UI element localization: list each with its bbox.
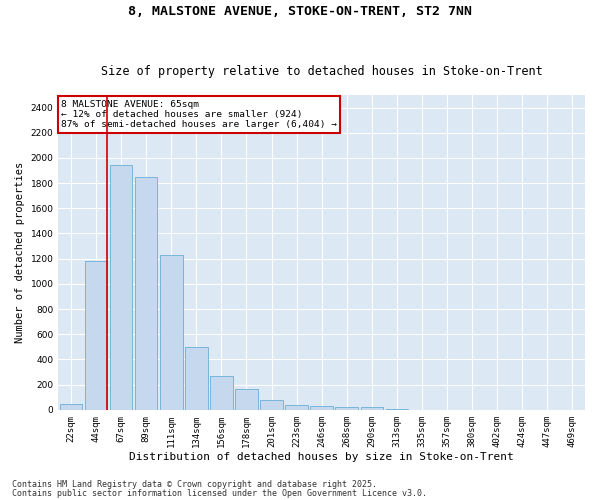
Text: Contains HM Land Registry data © Crown copyright and database right 2025.: Contains HM Land Registry data © Crown c… xyxy=(12,480,377,489)
Bar xyxy=(59,404,82,410)
Bar xyxy=(286,405,308,410)
Bar xyxy=(185,347,208,410)
Bar xyxy=(210,376,233,410)
Title: Size of property relative to detached houses in Stoke-on-Trent: Size of property relative to detached ho… xyxy=(101,66,542,78)
Y-axis label: Number of detached properties: Number of detached properties xyxy=(15,162,25,343)
Text: Contains public sector information licensed under the Open Government Licence v3: Contains public sector information licen… xyxy=(12,488,427,498)
Bar xyxy=(135,177,157,410)
Bar xyxy=(386,409,408,410)
Bar xyxy=(310,406,333,410)
Bar xyxy=(260,400,283,410)
Bar xyxy=(110,166,133,410)
Bar xyxy=(160,255,182,410)
Bar xyxy=(85,261,107,410)
Bar xyxy=(235,389,258,410)
X-axis label: Distribution of detached houses by size in Stoke-on-Trent: Distribution of detached houses by size … xyxy=(130,452,514,462)
Bar xyxy=(361,408,383,410)
Text: 8 MALSTONE AVENUE: 65sqm
← 12% of detached houses are smaller (924)
87% of semi-: 8 MALSTONE AVENUE: 65sqm ← 12% of detach… xyxy=(61,100,337,130)
Bar xyxy=(335,406,358,410)
Text: 8, MALSTONE AVENUE, STOKE-ON-TRENT, ST2 7NN: 8, MALSTONE AVENUE, STOKE-ON-TRENT, ST2 … xyxy=(128,5,472,18)
